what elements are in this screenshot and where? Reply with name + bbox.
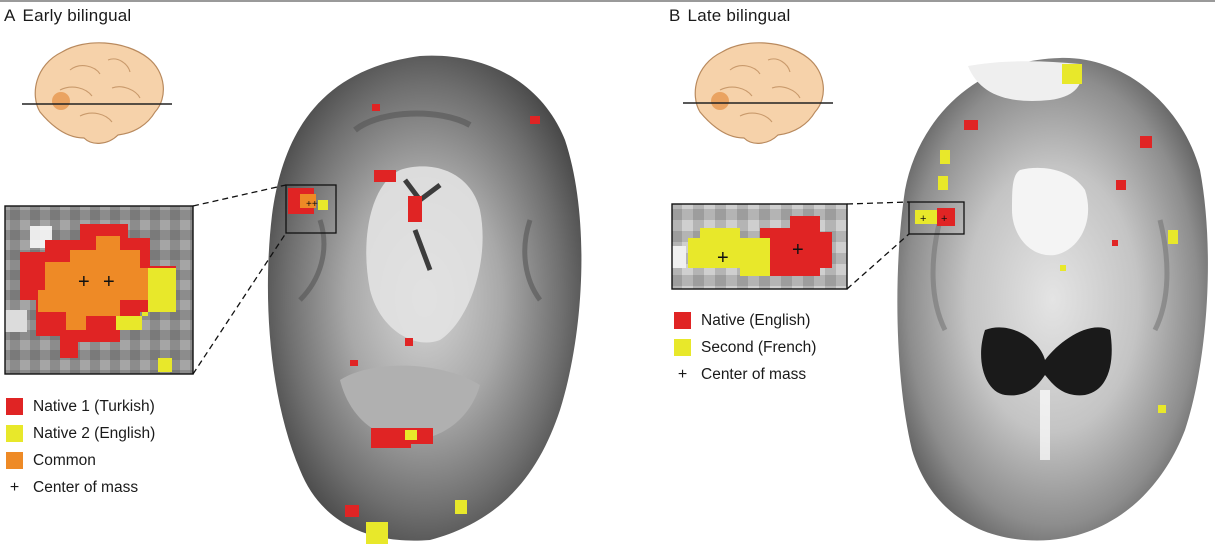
legend-item-center-of-mass: + Center of mass xyxy=(6,474,155,501)
legend-item-second: Second (French) xyxy=(674,334,816,361)
panel-b-title: B Late bilingual xyxy=(669,6,791,26)
yellow-swatch xyxy=(6,425,23,442)
legend-label: Native 2 (English) xyxy=(33,424,156,442)
svg-text:+: + xyxy=(941,213,947,225)
legend-label: Native 1 (Turkish) xyxy=(33,397,155,415)
svg-text:++: ++ xyxy=(306,199,318,210)
panel-a-brain-slice: ++ xyxy=(267,55,582,544)
panel-b-zoom-inset: + + xyxy=(671,201,910,290)
panel-b-title-text: Late bilingual xyxy=(687,6,791,25)
panel-b-brain-slice: + + xyxy=(897,57,1208,541)
red-swatch xyxy=(674,312,691,329)
legend-item-native: Native (English) xyxy=(674,307,816,334)
svg-text:+: + xyxy=(78,271,90,293)
svg-text:+: + xyxy=(717,247,729,269)
red-swatch xyxy=(6,398,23,415)
plus-icon: + xyxy=(9,478,20,496)
orange-swatch xyxy=(6,452,23,469)
panel-a-zoom-inset: + + xyxy=(4,184,287,375)
top-rule xyxy=(0,0,1215,2)
panel-a-title-text: Early bilingual xyxy=(22,6,132,25)
legend-label: Common xyxy=(33,451,96,469)
legend-item-native-2: Native 2 (English) xyxy=(6,420,155,447)
plus-icon: + xyxy=(677,365,688,383)
panel-b-legend: Native (English) Second (French) + Cente… xyxy=(674,307,816,388)
svg-text:+: + xyxy=(103,271,115,293)
panel-a-letter: A xyxy=(4,6,16,25)
svg-text:+: + xyxy=(792,239,804,261)
svg-text:+: + xyxy=(920,213,926,225)
panel-a-title: A Early bilingual xyxy=(4,6,131,26)
legend-label: Center of mass xyxy=(33,478,139,496)
legend-label: Second (French) xyxy=(701,338,817,356)
legend-label: Center of mass xyxy=(701,365,807,383)
legend-label: Native (English) xyxy=(701,311,811,329)
panel-a-brain-icon xyxy=(22,42,172,144)
legend-item-native-1: Native 1 (Turkish) xyxy=(6,393,155,420)
yellow-swatch xyxy=(674,339,691,356)
panel-b-letter: B xyxy=(669,6,681,25)
legend-item-center-of-mass: + Center of mass xyxy=(674,361,816,388)
panel-a-legend: Native 1 (Turkish) Native 2 (English) Co… xyxy=(6,393,155,501)
panel-b-brain-icon xyxy=(683,42,833,144)
legend-item-common: Common xyxy=(6,447,155,474)
